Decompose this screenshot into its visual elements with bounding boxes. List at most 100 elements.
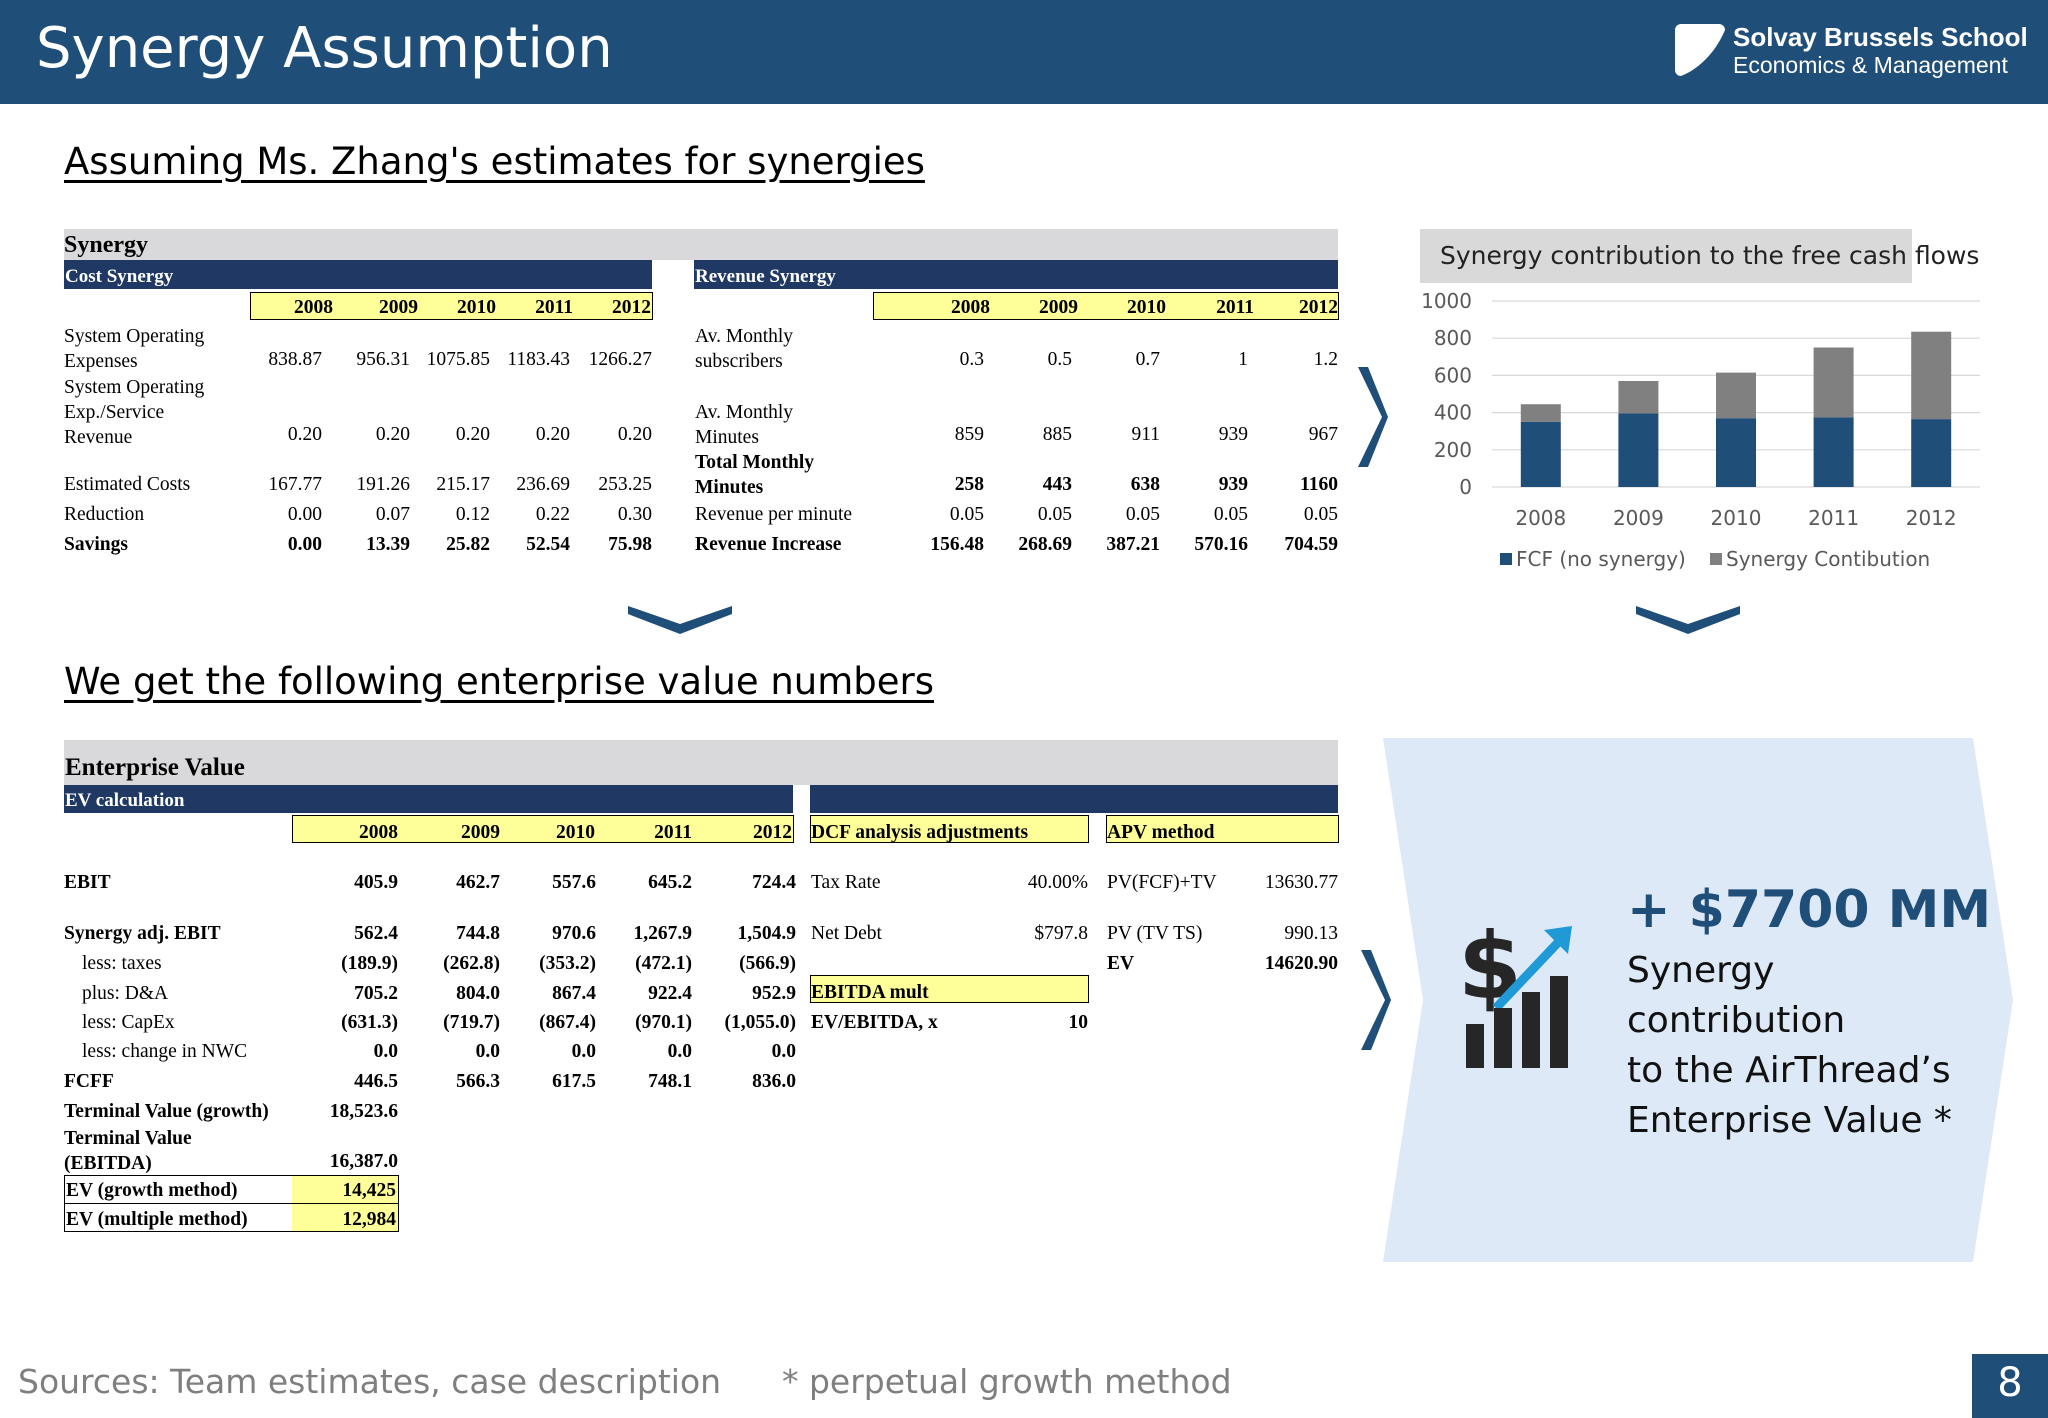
revenue-cell: 939 [1218, 474, 1248, 495]
revenue-cell: 258 [954, 474, 984, 495]
logo-line1: Solvay Brussels School [1733, 22, 2028, 52]
revenue-cell: 1 [1238, 349, 1248, 370]
bar-fcf [1618, 413, 1659, 487]
revenue-cell: 0.7 [1135, 349, 1160, 370]
callout-line: Enterprise Value * [1627, 1100, 1952, 1141]
revenue-cell: 0.05 [1037, 504, 1072, 525]
logo-line2: Economics & Management [1733, 52, 2008, 78]
slide-title: Synergy Assumption [36, 16, 613, 81]
chevron-right-icon [1358, 367, 1388, 467]
chevron-right-icon [1361, 950, 1391, 1050]
revenue-year: 2012 [1299, 297, 1338, 318]
ev-row-label: plus: D&A [82, 983, 169, 1004]
ev-multiple-value: 12,984 [342, 1209, 396, 1230]
ev-row-label: Synergy adj. EBIT [64, 923, 221, 944]
cost-cell: 1266.27 [588, 349, 652, 370]
ev-cell: (1,055.0) [724, 1012, 797, 1033]
revenue-year: 2008 [951, 297, 990, 318]
footer-note: * perpetual growth method [782, 1362, 1232, 1401]
cost-cell: 0.30 [617, 504, 652, 525]
ev-cell: (189.9) [341, 953, 398, 974]
cost-cell: 0.00 [287, 534, 322, 555]
cost-cell: 75.98 [608, 534, 652, 555]
revenue-row-label: Av. Monthly Minutes [695, 402, 794, 448]
synergy-section-title: Synergy [64, 232, 148, 258]
ev-calc-title: EV calculation [65, 790, 185, 811]
cost-cell: 0.12 [455, 504, 490, 525]
revenue-cell: 885 [1042, 424, 1072, 445]
cost-cell: 0.20 [535, 424, 570, 445]
cost-cell: 13.39 [366, 534, 410, 555]
revenue-cell: 638 [1130, 474, 1160, 495]
dcf-title: DCF analysis adjustments [811, 822, 1029, 843]
pv-tvts-value: 990.13 [1284, 923, 1338, 944]
ev-cell: 748.1 [648, 1071, 692, 1092]
tv-ebitda-value: 16,387.0 [329, 1151, 398, 1172]
cost-row-label: System Operating Expenses [64, 326, 205, 372]
ev-cell: 617.5 [552, 1071, 596, 1092]
ev-multiple-label: EV (multiple method) [66, 1209, 248, 1230]
y-tick-label: 1000 [1421, 289, 1472, 313]
legend-label: Synergy Contibution [1726, 547, 1930, 571]
cost-row-label: Reduction [64, 504, 145, 525]
revenue-cell: 1160 [1300, 474, 1338, 495]
bar-fcf [1813, 417, 1854, 487]
x-tick-label: 2009 [1613, 506, 1664, 530]
apv-ev-label: EV [1107, 953, 1135, 974]
ev-cell: 405.9 [354, 872, 398, 893]
synergy-chart: 0 200 400 600 800 1000 2008 2009 2010 2011 2012 FCF… [1421, 289, 1980, 571]
cost-cell: 0.07 [375, 504, 410, 525]
x-tick-label: 2010 [1711, 506, 1762, 530]
ev-section-bar: Enterprise Value [64, 740, 1338, 785]
x-tick-label: 2011 [1808, 506, 1859, 530]
net-debt-label: Net Debt [811, 923, 882, 944]
ev-row-label: less: change in NWC [82, 1041, 248, 1062]
bar-synergy [1618, 380, 1659, 414]
ev-cell: 645.2 [648, 872, 692, 893]
ev-year: 2008 [359, 822, 398, 843]
revenue-row-label: Total Monthly Minutes [695, 452, 815, 498]
revenue-cell: 0.05 [1213, 504, 1248, 525]
ev-cell: (472.1) [635, 953, 692, 974]
ev-cell: 557.6 [552, 872, 596, 893]
ev-cell: (566.9) [739, 953, 796, 974]
ev-cell: (970.1) [635, 1012, 692, 1033]
ev-year: 2010 [556, 822, 595, 843]
callout-panel [1383, 738, 2013, 1262]
ev-cell: 836.0 [752, 1071, 796, 1092]
x-tick-label: 2012 [1906, 506, 1957, 530]
cost-year: 2008 [294, 297, 333, 318]
ev-cell: (867.4) [539, 1012, 596, 1033]
svg-text:$: $ [1458, 920, 1522, 1020]
revenue-cell: 0.05 [1303, 504, 1338, 525]
ev-heading: We get the following enterprise value nu… [64, 660, 935, 703]
cost-year: 2010 [457, 297, 496, 318]
cost-cell: 167.77 [268, 474, 322, 495]
revenue-year: 2011 [1216, 297, 1254, 318]
revenue-cell: 939 [1218, 424, 1248, 445]
ev-adjust-bar [810, 785, 1338, 813]
bar-synergy [1813, 347, 1854, 418]
cost-cell: 215.17 [436, 474, 490, 495]
ev-cell: (631.3) [341, 1012, 398, 1033]
net-debt-value: $797.8 [1034, 923, 1088, 944]
tv-growth-value: 18,523.6 [329, 1101, 398, 1122]
ev-cell: 867.4 [552, 983, 596, 1004]
revenue-row-label: Revenue Increase [695, 534, 842, 555]
cost-row-label: Savings [64, 534, 128, 555]
cost-cell: 191.26 [356, 474, 410, 495]
page-number-box [1972, 1354, 2048, 1418]
callout-value: + $7700 MM [1627, 880, 1992, 940]
cost-years-header [250, 292, 653, 320]
y-tick-label: 800 [1434, 326, 1472, 350]
ev-years-header [292, 815, 794, 843]
bar-fcf [1911, 419, 1952, 487]
ev-cell: 0.0 [667, 1041, 692, 1062]
x-tick-label: 2008 [1515, 506, 1566, 530]
cost-cell: 236.69 [516, 474, 570, 495]
dcf-header-box [810, 815, 1089, 843]
pv-tvts-label: PV (TV TS) [1107, 923, 1203, 944]
cost-cell: 838.87 [268, 349, 322, 370]
ev-cell: 922.4 [648, 983, 692, 1004]
ev-calc-bar: EV calculation [64, 785, 793, 813]
